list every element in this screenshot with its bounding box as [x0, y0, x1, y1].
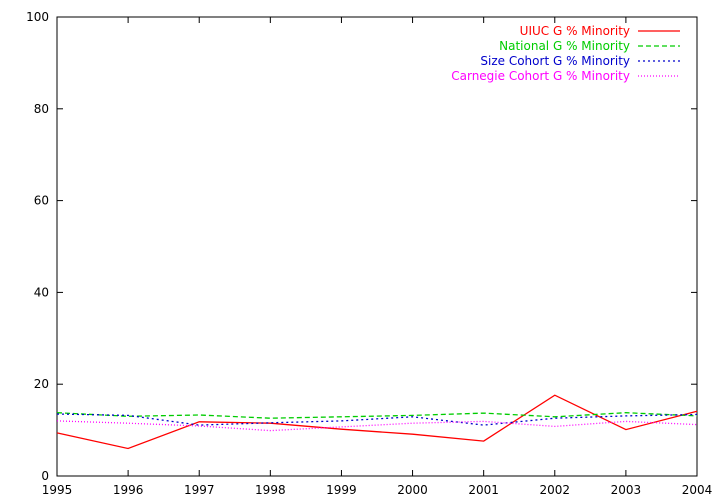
y-tick-label: 100	[26, 10, 49, 24]
plot-frame	[56, 16, 698, 477]
x-tick-label: 2001	[468, 483, 499, 497]
legend-label-0: UIUC G % Minority	[520, 24, 630, 38]
x-tick-label: 2002	[540, 483, 571, 497]
x-tick-label: 2004	[682, 483, 713, 497]
x-tick-label: 1997	[184, 483, 215, 497]
x-tick-label: 1998	[255, 483, 286, 497]
axis-tick-labels: 1995 1996 1997 1998 1999 2000 2001 2002 2003 2004…	[26, 10, 712, 497]
axis-ticks	[56, 16, 698, 477]
y-tick-label: 0	[41, 469, 49, 483]
series-line-0	[56, 394, 698, 450]
x-tick-label: 2000	[397, 483, 428, 497]
y-tick-label: 40	[34, 285, 49, 299]
legend-label-3: Carnegie Cohort G % Minority	[451, 69, 630, 83]
x-tick-label: 1995	[42, 483, 73, 497]
y-tick-label: 80	[34, 102, 49, 116]
x-tick-label: 2003	[611, 483, 642, 497]
x-tick-label: 1999	[326, 483, 357, 497]
legend-label-2: Size Cohort G % Minority	[480, 54, 630, 68]
series-line-3	[56, 420, 698, 432]
legend-label-1: National G % Minority	[499, 39, 630, 53]
y-tick-label: 60	[34, 194, 49, 208]
y-tick-label: 20	[34, 377, 49, 391]
series-line-2	[56, 413, 698, 426]
series-line-1	[56, 412, 698, 419]
series-lines	[56, 394, 698, 450]
x-tick-label: 1996	[113, 483, 144, 497]
